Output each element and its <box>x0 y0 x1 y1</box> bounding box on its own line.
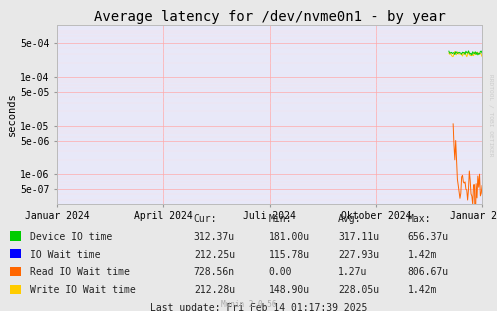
Text: 227.93u: 227.93u <box>338 250 379 260</box>
Text: Munin 2.0.56: Munin 2.0.56 <box>221 300 276 309</box>
Text: 212.25u: 212.25u <box>194 250 235 260</box>
Text: 148.90u: 148.90u <box>268 285 310 295</box>
Text: 656.37u: 656.37u <box>408 232 449 242</box>
Text: Avg:: Avg: <box>338 214 361 224</box>
Text: Cur:: Cur: <box>194 214 217 224</box>
Text: 115.78u: 115.78u <box>268 250 310 260</box>
Text: 181.00u: 181.00u <box>268 232 310 242</box>
Text: 1.42m: 1.42m <box>408 285 437 295</box>
Text: 0.00: 0.00 <box>268 267 292 277</box>
Text: 1.27u: 1.27u <box>338 267 367 277</box>
Text: IO Wait time: IO Wait time <box>30 250 100 260</box>
Text: 312.37u: 312.37u <box>194 232 235 242</box>
Title: Average latency for /dev/nvme0n1 - by year: Average latency for /dev/nvme0n1 - by ye… <box>94 10 445 24</box>
Y-axis label: seconds: seconds <box>7 92 17 136</box>
Text: 806.67u: 806.67u <box>408 267 449 277</box>
Text: Read IO Wait time: Read IO Wait time <box>30 267 130 277</box>
Text: Last update: Fri Feb 14 01:17:39 2025: Last update: Fri Feb 14 01:17:39 2025 <box>150 303 367 311</box>
Text: 228.05u: 228.05u <box>338 285 379 295</box>
Text: 212.28u: 212.28u <box>194 285 235 295</box>
Text: Max:: Max: <box>408 214 431 224</box>
Text: Device IO time: Device IO time <box>30 232 112 242</box>
Text: 317.11u: 317.11u <box>338 232 379 242</box>
Text: Write IO Wait time: Write IO Wait time <box>30 285 136 295</box>
Text: 728.56n: 728.56n <box>194 267 235 277</box>
Text: 1.42m: 1.42m <box>408 250 437 260</box>
Text: Min:: Min: <box>268 214 292 224</box>
Text: RRDTOOL / TOBI OETIKER: RRDTOOL / TOBI OETIKER <box>489 74 494 156</box>
